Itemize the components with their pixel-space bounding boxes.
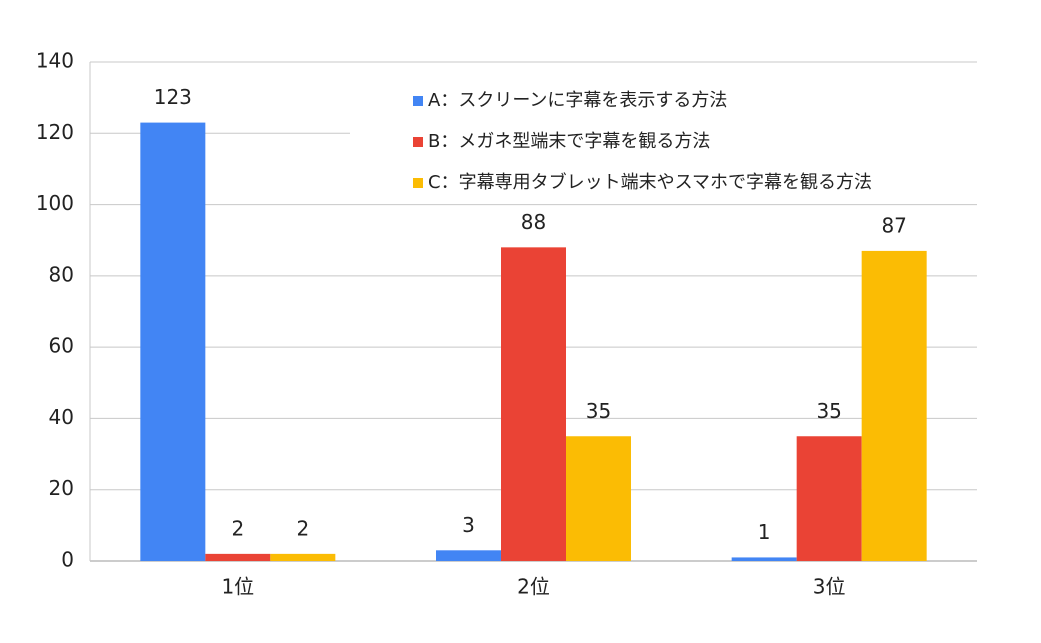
value-label: 87	[881, 213, 906, 237]
legend-box	[350, 80, 977, 202]
legend-marker	[413, 178, 423, 188]
bar	[270, 553, 336, 561]
y-tick-label: 120	[36, 120, 74, 144]
legend-label: A：スクリーンに字幕を表示する方法	[428, 90, 727, 111]
x-tick-label: 2位	[517, 575, 550, 599]
value-label: 3	[462, 513, 475, 537]
x-tick-label: 1位	[221, 575, 254, 599]
bar	[731, 557, 797, 561]
x-tick-label: 3位	[813, 575, 846, 599]
value-label: 2	[296, 516, 309, 540]
legend-label: C：字幕専用タブレット端末やスマホで字幕を観る方法	[428, 171, 872, 193]
legend-marker	[413, 96, 423, 106]
bar	[501, 247, 566, 562]
y-tick-label: 100	[36, 191, 74, 215]
value-label: 88	[521, 210, 546, 234]
bar	[861, 250, 927, 561]
bar	[796, 436, 862, 561]
y-tick-label: 140	[36, 49, 74, 73]
y-tick-label: 40	[49, 405, 74, 429]
y-tick-label: 80	[49, 262, 74, 286]
value-label: 35	[816, 399, 841, 423]
value-label: 123	[154, 85, 192, 109]
legend-label: B：メガネ型端末で字幕を観る方法	[428, 131, 710, 152]
bar	[205, 553, 271, 561]
bar	[140, 122, 206, 561]
value-label: 2	[231, 516, 244, 540]
bar	[566, 436, 631, 561]
legend-marker	[413, 137, 423, 147]
y-tick-label: 20	[49, 476, 74, 500]
value-label: 1	[758, 520, 771, 544]
value-label: 35	[586, 399, 611, 423]
bar	[436, 550, 501, 561]
y-tick-label: 0	[61, 548, 74, 572]
y-tick-label: 60	[49, 334, 74, 358]
